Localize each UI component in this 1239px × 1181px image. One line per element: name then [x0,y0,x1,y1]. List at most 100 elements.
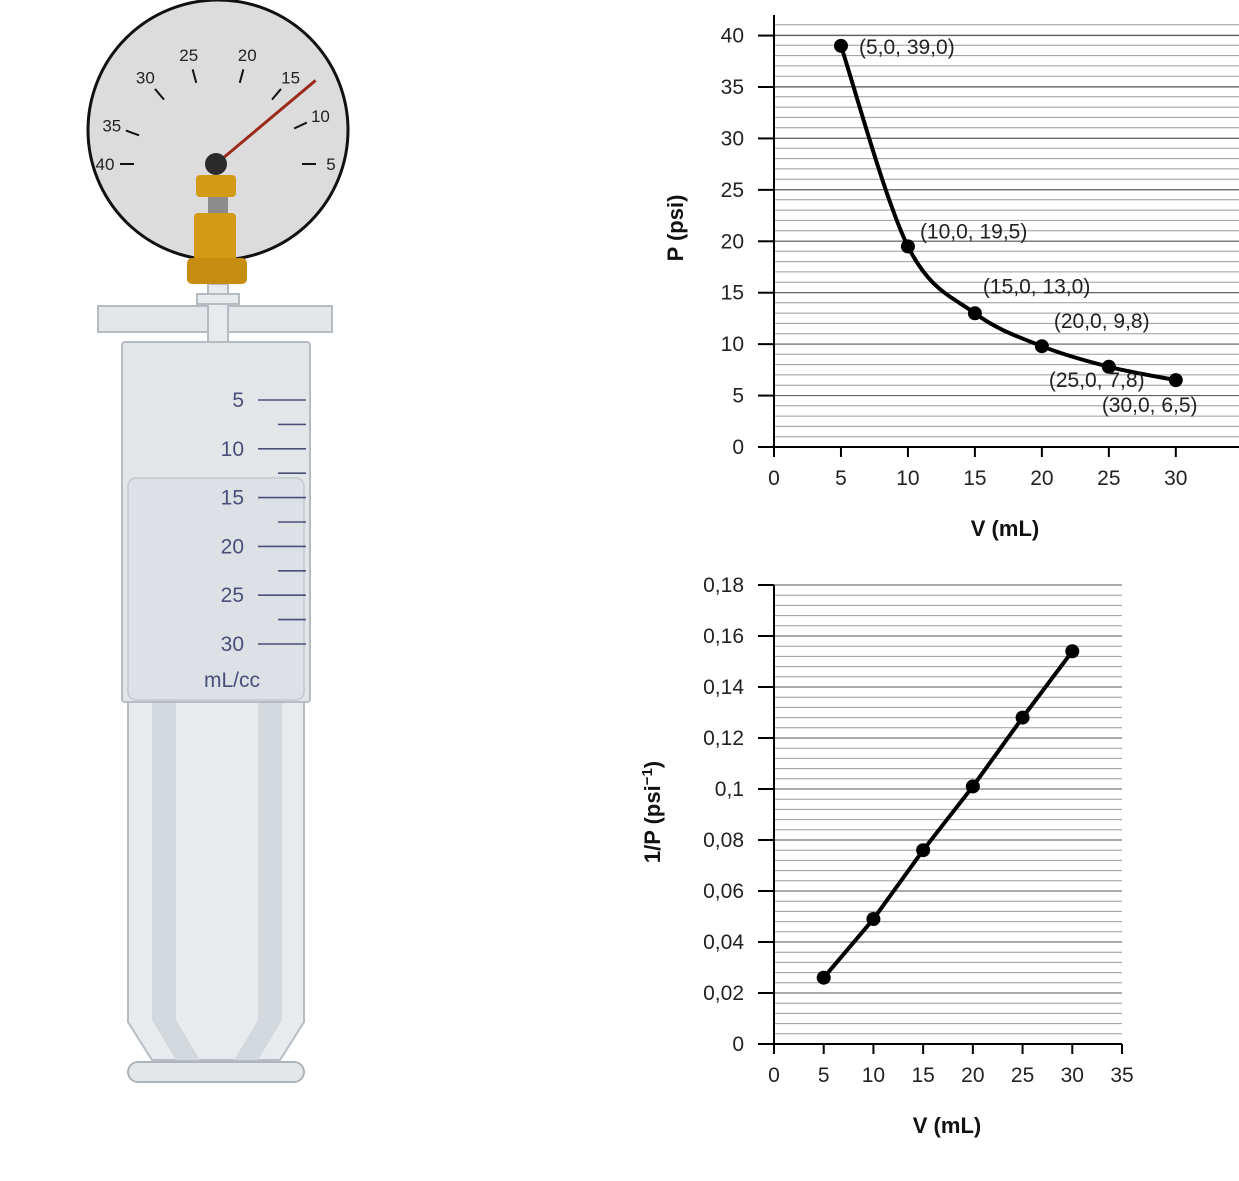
gauge-scale-label: 35 [102,116,121,135]
x-tick-label: 35 [1110,1064,1133,1087]
syringe-plunger-rib [258,700,282,1020]
x-tick-label: 25 [1097,467,1120,490]
syringe-scale-label: 25 [221,584,244,607]
chart2-data-point [1065,644,1080,659]
chart2-y-axis-title-sup: −1 [639,768,656,785]
x-tick-label: 20 [1030,467,1053,490]
y-tick-label: 0 [732,436,744,459]
chart2-line [822,650,1074,979]
gauge-scale-label: 25 [179,46,198,65]
chart1-point-label: (25,0, 7,8) [1049,369,1145,392]
syringe-plunger-taper [152,1020,200,1060]
chart1-data-point [1034,339,1049,354]
gauge-scale-label: 5 [326,155,335,174]
gauge-scale-label: 30 [136,68,155,87]
inverse-pressure-volume-chart: 0 5 10 15 20 25 30 35 00,020,040,060,080,10,120… [639,574,1134,1138]
x-tick-label: 20 [961,1064,984,1087]
gauge-scale-ticks [120,69,316,165]
chart2-data-point [965,779,980,794]
y-tick-label: 5 [732,385,744,408]
chart2-y-axis-title-end: ) [640,761,665,768]
x-tick-label: 25 [1011,1064,1034,1087]
gauge-tick [271,88,282,101]
gauge-scale-label: 20 [238,46,257,65]
gauge-tick [293,121,308,130]
chart2-data-points [816,644,1080,985]
y-tick-label: 20 [721,230,744,253]
chart1-point-label: (20,0, 9,8) [1054,310,1150,333]
gauge-scale-label: 15 [281,68,300,87]
syringe-stem-collar [196,293,240,305]
y-tick-label: 35 [721,76,744,99]
y-tick-label: 0,06 [703,880,744,903]
gauge-tick [191,69,198,84]
gauge-needle-hub [205,153,227,175]
y-tick-label: 0,02 [703,982,744,1005]
syringe-scale-label: 10 [221,438,244,461]
y-tick-label: 10 [721,333,744,356]
pressure-volume-chart: 0 5 10 15 20 25 30 0 5 10 15 20 25 30 35 40 (5,0, 39,0… [663,15,1239,541]
x-tick-label: 5 [835,467,847,490]
chart2-data-point [866,912,881,927]
chart2-data-point [1015,710,1030,725]
chart2-y-tick-labels: 0 0,02 0,04 0,06 0,08 0,1 0,12 0,14 0,16 0,18 [703,574,744,1056]
y-tick-label: 25 [721,179,744,202]
chart1-data-points [833,38,1183,388]
syringe: 5 10 15 20 25 30 mL/cc [97,283,333,1083]
chart1-data-point [967,306,982,321]
pressure-gauge: 40 35 30 25 20 15 10 5 [86,0,350,284]
syringe-unit-label: mL/cc [204,669,260,692]
x-tick-label: 5 [818,1064,830,1087]
y-tick-label: 15 [721,282,744,305]
y-tick-label: 0,18 [703,574,744,597]
x-tick-label: 30 [1164,467,1187,490]
chart1-x-tick-labels: 0 5 10 15 20 25 30 [768,467,1187,490]
y-tick-label: 0,16 [703,625,744,648]
y-tick-label: 0,04 [703,931,744,954]
chart1-x-axis-title: V (mL) [971,516,1039,541]
gauge-scale-label: 40 [96,155,115,174]
chart1-data-point [1101,359,1116,374]
syringe-scale-ticks [258,399,306,645]
x-tick-label: 30 [1061,1064,1084,1087]
chart2-y-axis-title-main: 1/P (psi [640,785,665,863]
chart1-point-labels: (5,0, 39,0) (10,0, 19,5) (15,0, 13,0) (20,0… [859,36,1198,417]
chart2-data-point [916,843,931,858]
gauge-needle [215,79,317,166]
syringe-scale-labels: 5 10 15 20 25 30 [221,389,244,656]
y-tick-label: 0,12 [703,727,744,750]
chart2-axes [758,584,1123,1054]
chart1-point-label: (30,0, 6,5) [1102,394,1198,417]
chart1-data-point [900,239,915,254]
chart1-axes [758,15,1239,457]
chart1-y-axis-title: P (psi) [663,195,688,262]
syringe-scale-label: 5 [232,389,244,412]
syringe-scale-label: 30 [221,633,244,656]
gauge-scale-label: 10 [311,107,330,126]
syringe-scale-label: 20 [221,535,244,558]
chart1-point-label: (15,0, 13,0) [983,275,1090,298]
x-tick-label: 10 [896,467,919,490]
chart1-data-point [833,38,848,53]
gauge-tick [238,69,245,84]
chart2-y-axis-title: 1/P (psi−1) [639,761,665,863]
x-tick-label: 0 [768,467,780,490]
gauge-tick [125,129,140,137]
y-tick-label: 0,14 [703,676,744,699]
gauge-connector [187,175,247,284]
syringe-flange [127,1061,305,1083]
chart1-point-label: (10,0, 19,5) [920,220,1027,243]
syringe-plunger-rib [152,700,176,1020]
chart2-data-point [816,970,831,985]
chart1-data-point [1168,373,1183,388]
chart1-point-label: (5,0, 39,0) [859,36,955,59]
chart2-x-tick-labels: 0 5 10 15 20 25 30 35 [768,1064,1134,1087]
x-tick-label: 15 [963,467,986,490]
syringe-plunger-taper [234,1020,282,1060]
y-tick-label: 0,08 [703,829,744,852]
gauge-scale-labels: 40 35 30 25 20 15 10 5 [96,46,336,174]
chart2-x-axis-title: V (mL) [913,1113,981,1138]
chart1-y-tick-labels: 0 5 10 15 20 25 30 35 40 [721,25,744,459]
y-tick-label: 0 [732,1033,744,1056]
